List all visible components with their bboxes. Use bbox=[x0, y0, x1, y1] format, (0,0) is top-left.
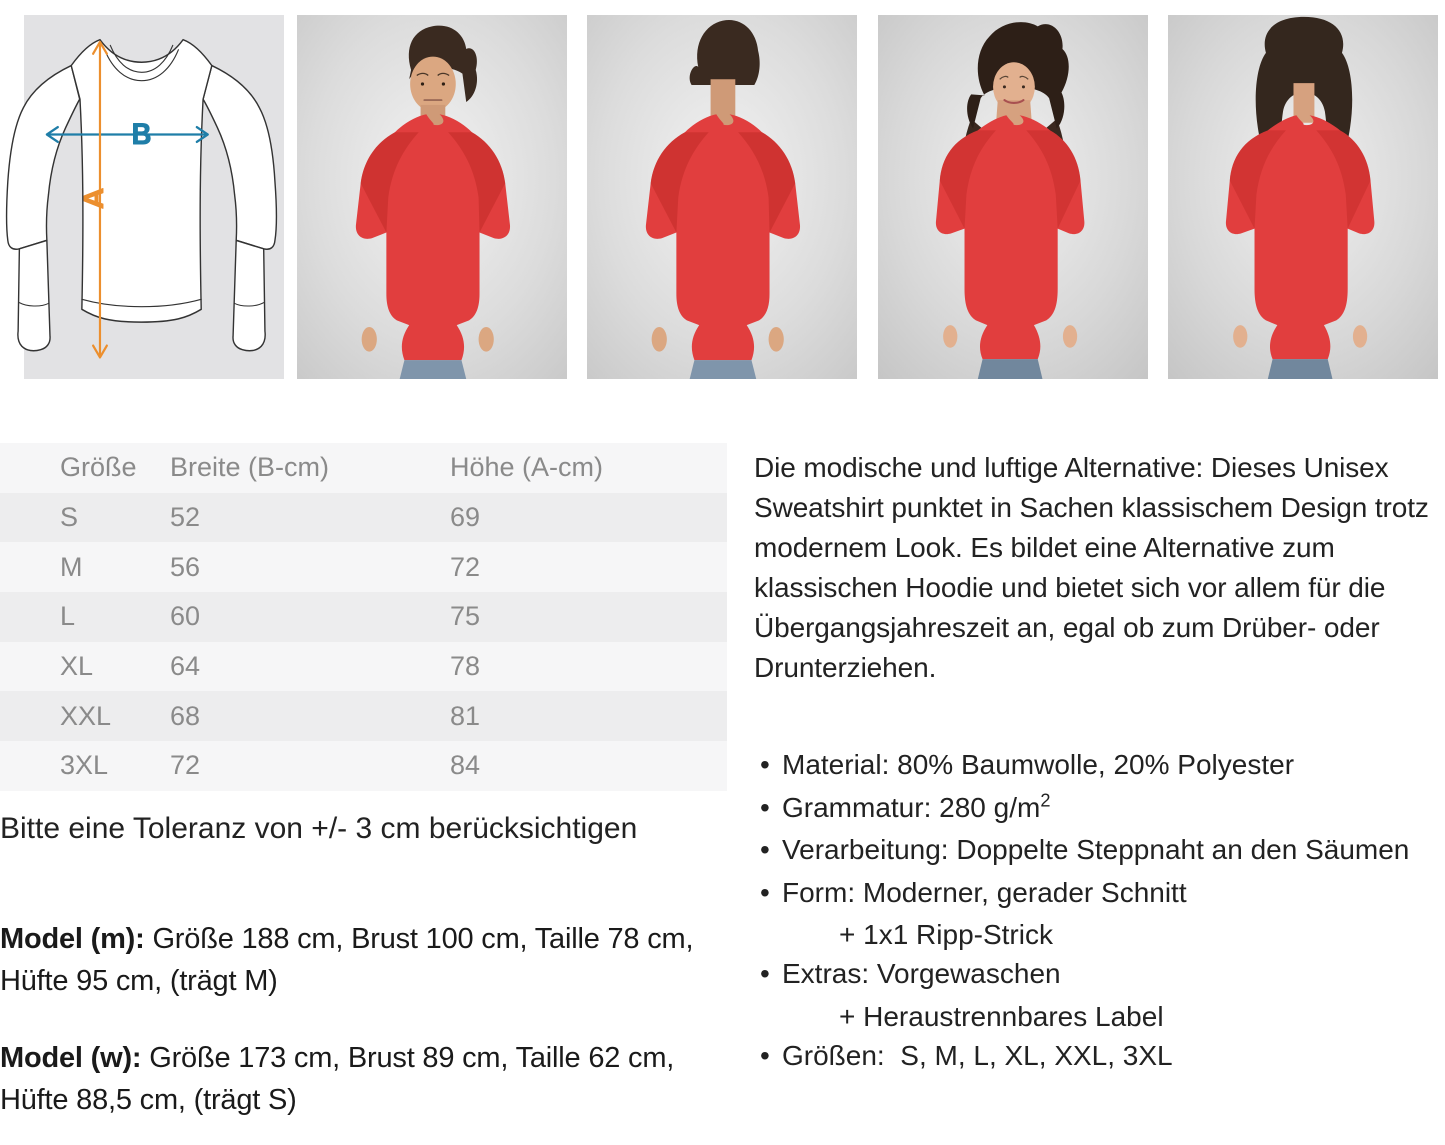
svg-text:B: B bbox=[132, 118, 152, 151]
svg-text:A: A bbox=[79, 188, 110, 209]
